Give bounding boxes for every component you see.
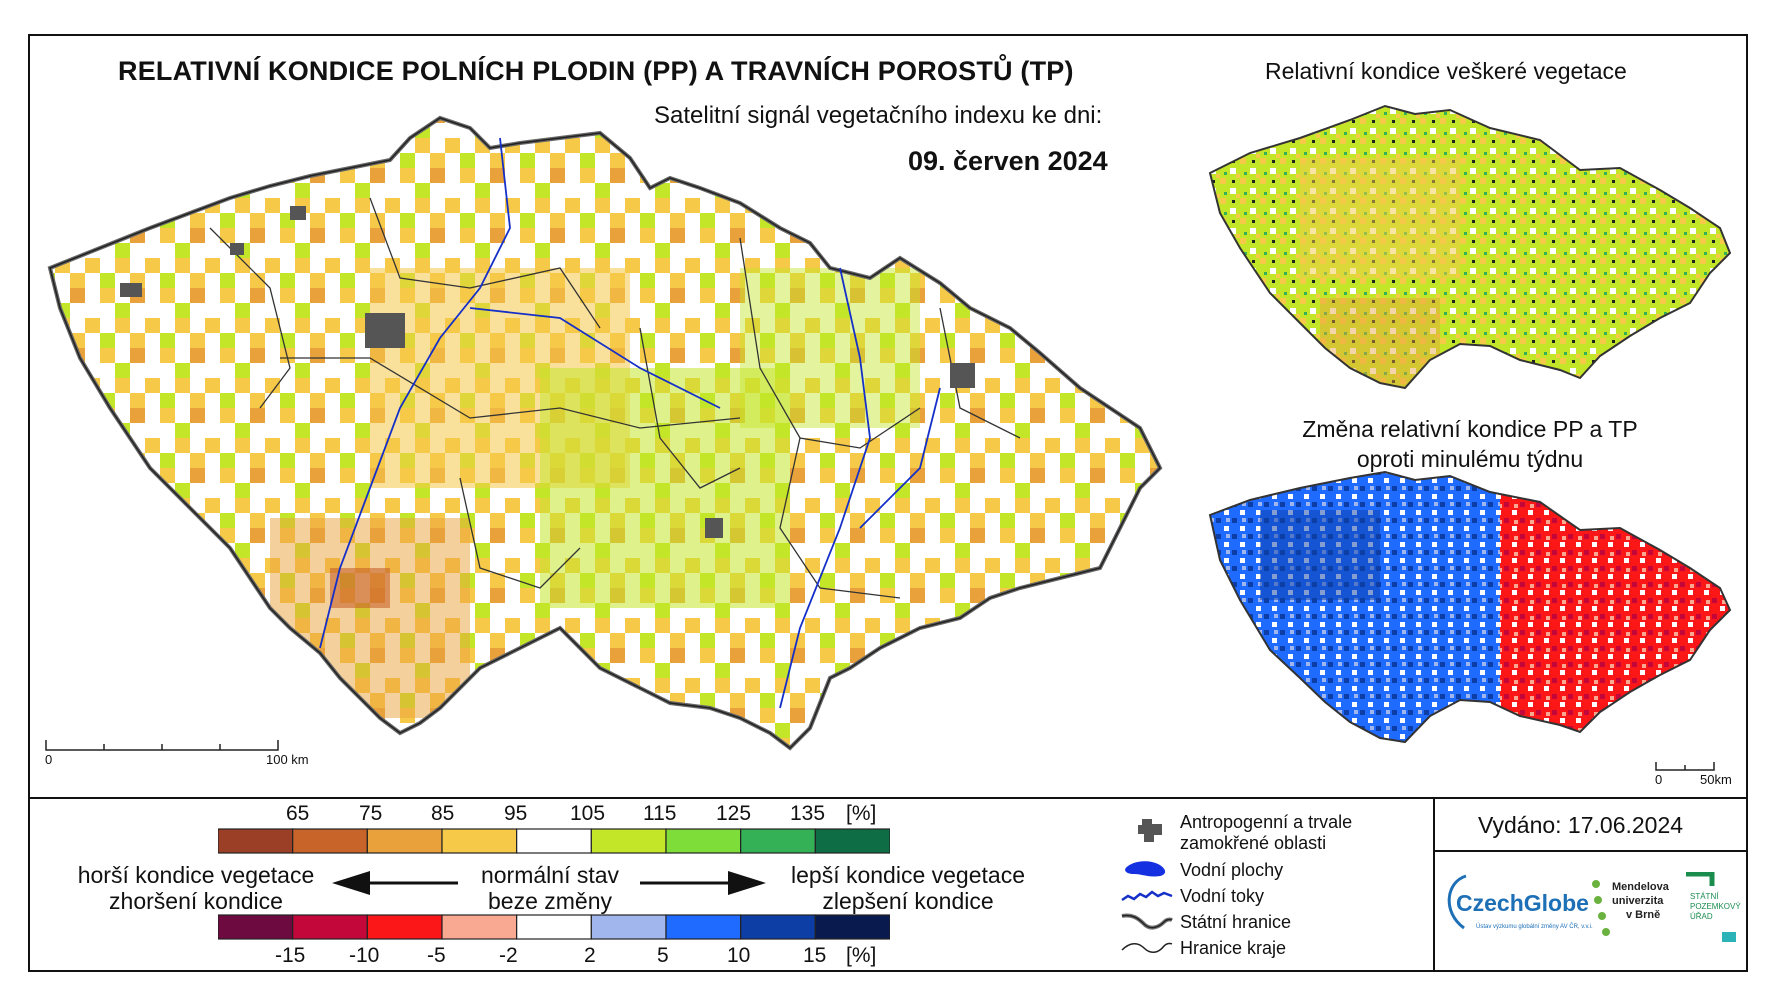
arrow-left-icon [332,871,458,895]
change-swatch [740,914,816,940]
change-label: -10 [349,944,380,967]
arrow-right-icon [640,871,766,895]
map-frame [28,34,1748,972]
condition-swatch [814,828,890,854]
condition-swatch [292,828,368,854]
main-map [48,116,1162,750]
change-label: -15 [275,944,306,967]
change-swatch [441,914,518,940]
inset-bottom-title-line2: oproti minulému týdnu [1356,446,1584,472]
czechglobe-logo: CzechGlobe [1456,890,1589,916]
condition-swatch [218,828,294,854]
condition-unit: [%] [846,802,877,825]
change-label: -2 [499,944,518,967]
map-title: RELATIVNÍ KONDICE POLNÍCH PLODIN (PP) A … [118,56,1074,86]
map-subtitle: Satelitní signál vegetačního indexu ke d… [654,102,1103,129]
spu-line1: STÁTNÍ [1690,892,1719,901]
mendel-line2: univerzita [1612,895,1664,907]
condition-swatch [590,828,667,854]
legend-normal-text: normální stav beze změny [460,862,640,914]
spu-logo-icon [1686,872,1736,942]
condition-label: 85 [431,802,455,825]
legend-state-border-label: Státní hranice [1180,912,1292,932]
main-scale-end: 100 km [266,752,309,767]
legend-water-label: Vodní plochy [1180,860,1284,880]
legend-urban-line2: zamokřené oblasti [1180,833,1327,853]
inset-scale-end: 50km [1700,772,1732,787]
legend-divider [28,797,1748,799]
mendel-logo-icon [1592,880,1610,936]
inset-bottom-title: Změna relativní kondice PP a TP oproti m… [1285,414,1655,474]
change-label: 10 [727,944,751,967]
river-icon [1121,890,1173,902]
change-swatch [590,914,667,940]
condition-color-scale [218,828,890,854]
legend-better-line1: lepší kondice vegetace [791,862,1025,888]
legend-normal-line1: normální stav [480,862,620,888]
condition-swatch [740,828,816,854]
legend-divider-right [1433,797,1435,972]
legend-worse-line1: horší kondice vegetace [77,862,315,888]
issued-divider [1433,850,1748,852]
inset-scale-bar [1655,762,1715,771]
legend-urban-line1: Antropogenní a trvale [1180,812,1353,832]
condition-swatch [366,828,443,854]
change-color-scale [218,914,890,940]
legend-river-label: Vodní toky [1180,886,1265,906]
czechglobe-logo-icon [1447,874,1467,930]
change-label: 5 [657,944,669,967]
condition-label: 125 [716,802,752,825]
change-swatch [218,914,294,940]
change-label: 2 [584,944,596,967]
legend-worse-line2: zhoršení kondice [109,888,283,914]
change-swatch [516,914,592,940]
mendel-line3: v Brně [1626,909,1661,921]
legend-urban-label: Antropogenní a trvale zamokřené oblasti [1180,812,1352,854]
water-body-icon [1125,861,1166,877]
condition-label: 105 [570,802,606,825]
condition-swatch [665,828,742,854]
inset-top-title: Relativní kondice veškeré vegetace [1265,58,1627,84]
condition-swatch [441,828,518,854]
legend-worse-text: horší kondice vegetace zhoršení kondice [66,862,326,914]
state-border-icon [1121,913,1173,930]
condition-label: 75 [359,802,383,825]
condition-swatch [516,828,592,854]
change-unit: [%] [846,944,877,967]
change-swatch [366,914,443,940]
legend-normal-line2: beze změny [487,888,612,914]
legend-better-line2: zlepšení kondice [822,888,994,914]
map-date: 09. červen 2024 [908,146,1108,176]
inset-map-change [1209,471,1731,743]
inset-map-vegetation [1209,105,1731,389]
main-scale-start: 0 [45,752,53,767]
inset-bottom-title-line1: Změna relativní kondice PP a TP [1302,416,1638,442]
inset-scale-start: 0 [1655,772,1663,787]
mendel-line1: Mendelova [1612,881,1669,893]
legend-better-text: lepší kondice vegetace zlepšení kondice [778,862,1038,914]
czechglobe-subtitle: Ústav výzkumu globální změny AV ČR, v.v.… [1476,924,1593,930]
condition-label: 95 [504,802,528,825]
condition-label: 115 [643,802,677,825]
mendel-logo: Mendelova univerzita v Brně [1612,880,1669,922]
change-label: 15 [803,944,827,967]
spu-line2: POZEMKOVÝ [1690,902,1741,911]
condition-label: 65 [286,802,310,825]
region-border-icon [1121,942,1173,953]
condition-label: 135 [790,802,826,825]
change-label: -5 [427,944,446,967]
spu-logo: STÁTNÍ POZEMKOVÝ ÚŘAD [1690,892,1741,922]
urban-area-icon [1138,819,1162,842]
main-scale-bar [45,740,279,751]
issued-date: Vydáno: 17.06.2024 [1478,812,1684,838]
legend-region-border-label: Hranice kraje [1180,938,1287,958]
change-swatch [665,914,742,940]
spu-line3: ÚŘAD [1690,912,1713,921]
change-swatch [292,914,368,940]
change-swatch [814,914,890,940]
